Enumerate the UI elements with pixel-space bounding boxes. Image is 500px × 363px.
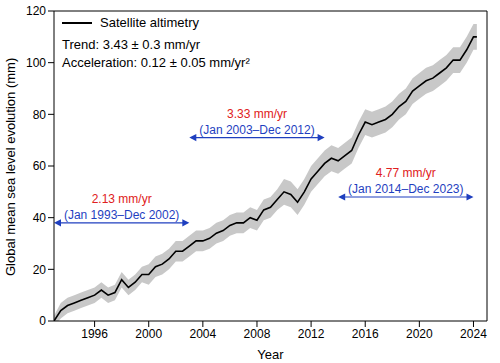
svg-text:1996: 1996 xyxy=(81,327,108,341)
svg-text:(Jan 2014–Dec 2023): (Jan 2014–Dec 2023) xyxy=(348,182,463,196)
svg-text:2024: 2024 xyxy=(460,327,487,341)
svg-text:(Jan 2003–Dec 2012): (Jan 2003–Dec 2012) xyxy=(199,123,314,137)
html-text:Trend: 3.43 ± 0.3 mm/yr: Trend: 3.43 ± 0.3 mm/yr xyxy=(62,37,201,52)
svg-text:3.33 mm/yr: 3.33 mm/yr xyxy=(227,107,287,121)
svg-text:Year: Year xyxy=(257,347,284,362)
svg-text:100: 100 xyxy=(26,56,46,70)
svg-text:2012: 2012 xyxy=(298,327,325,341)
svg-text:40: 40 xyxy=(33,211,47,225)
svg-text:0: 0 xyxy=(39,314,46,328)
svg-text:120: 120 xyxy=(26,4,46,18)
svg-text:2008: 2008 xyxy=(244,327,271,341)
svg-text:2020: 2020 xyxy=(406,327,433,341)
svg-text:20: 20 xyxy=(33,263,47,277)
svg-text:2004: 2004 xyxy=(189,327,216,341)
svg-text:2000: 2000 xyxy=(135,327,162,341)
svg-text:80: 80 xyxy=(33,108,47,122)
html-text:Acceleration: 0.12 ± 0.05 mm/y: Acceleration: 0.12 ± 0.05 mm/yr² xyxy=(62,55,250,70)
svg-text:Global mean sea level evolutio: Global mean sea level evolution (mm) xyxy=(8,58,18,276)
svg-text:(Jan 1993–Dec 2002): (Jan 1993–Dec 2002) xyxy=(64,208,179,222)
svg-text:2.13 mm/yr: 2.13 mm/yr xyxy=(92,192,152,206)
svg-text:60: 60 xyxy=(33,159,47,173)
svg-text:2016: 2016 xyxy=(352,327,379,341)
svg-text:4.77 mm/yr: 4.77 mm/yr xyxy=(376,166,436,180)
html-text:Satellite altimetry: Satellite altimetry xyxy=(100,15,199,30)
